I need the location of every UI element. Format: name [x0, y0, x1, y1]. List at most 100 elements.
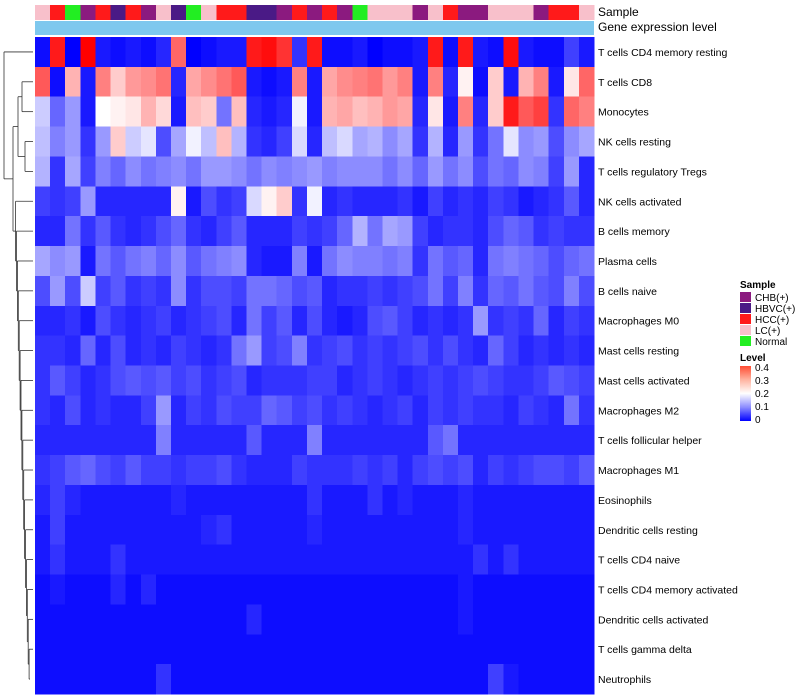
heatmap-cell [427, 126, 444, 157]
heatmap-cell [50, 634, 66, 665]
heatmap-cell [306, 216, 323, 247]
heatmap-cell [155, 484, 172, 516]
row-label: Macrophages M0 [598, 316, 679, 328]
sample-legend-label: CHB(+) [755, 293, 789, 304]
heatmap-cell [442, 365, 459, 396]
heatmap-cell [140, 455, 157, 486]
heatmap-cell [50, 395, 66, 426]
heatmap-cell [155, 574, 172, 605]
heatmap-cell [397, 96, 414, 127]
heatmap-cell [578, 455, 595, 486]
heatmap-cell [276, 484, 293, 516]
heatmap-cell [201, 246, 217, 277]
heatmap-cell [291, 395, 308, 426]
heatmap-cells [35, 37, 595, 695]
heatmap-cell [412, 96, 429, 127]
heatmap-cell [352, 126, 368, 157]
heatmap-cell [397, 126, 414, 157]
heatmap-cell [367, 66, 383, 98]
heatmap-cell [110, 335, 127, 366]
heatmap-cell [231, 216, 247, 247]
heatmap-cell [473, 574, 489, 605]
heatmap-cell [155, 604, 172, 635]
sample-legend-title: Sample [740, 280, 776, 291]
heatmap-cell [412, 275, 429, 307]
heatmap-cell [186, 634, 202, 665]
heatmap-cell [578, 574, 595, 605]
heatmap-cell [231, 365, 247, 396]
heatmap-cell [246, 66, 263, 98]
heatmap-cell [306, 96, 323, 127]
heatmap-cell [216, 275, 232, 307]
heatmap-cell [578, 335, 595, 366]
heatmap-cell [488, 96, 504, 127]
heatmap-cell [276, 66, 293, 98]
heatmap-cell [322, 425, 338, 456]
heatmap-cell [458, 365, 474, 396]
heatmap-cell [80, 216, 96, 247]
heatmap-cell [80, 664, 96, 695]
heatmap-cell [352, 604, 368, 635]
heatmap-cell [110, 664, 127, 695]
row-label: T cells CD4 memory activated [598, 584, 738, 596]
heatmap-cell [35, 484, 51, 516]
heatmap-cell [50, 96, 66, 127]
heatmap-cell [125, 96, 142, 127]
heatmap-cell [412, 514, 429, 546]
heatmap-cell [533, 335, 550, 366]
heatmap-cell [397, 664, 414, 695]
heatmap-cell [216, 37, 232, 68]
heatmap-cell [503, 96, 519, 127]
heatmap-cell [291, 634, 308, 665]
heatmap-cell [80, 604, 96, 635]
heatmap-cell [337, 395, 353, 426]
sample-annotation-cell [503, 5, 519, 20]
heatmap-cell [140, 664, 157, 695]
heatmap-cell [186, 484, 202, 516]
heatmap-cell [216, 305, 232, 337]
row-label: T cells CD4 memory resting [598, 47, 727, 59]
heatmap-cell [548, 275, 565, 307]
heatmap-cell [427, 66, 444, 98]
heatmap-cell [458, 335, 474, 366]
heatmap-cell [35, 305, 51, 337]
sample-annotation-cell [186, 5, 202, 20]
heatmap-cell [578, 305, 595, 337]
heatmap-cell [261, 484, 278, 516]
heatmap-cell [95, 216, 111, 247]
heatmap-cell [503, 574, 519, 605]
heatmap-cell [488, 126, 504, 157]
heatmap-cell [170, 395, 187, 426]
heatmap-cell [261, 544, 278, 575]
heatmap-cell [231, 455, 247, 486]
heatmap-cell [35, 335, 51, 366]
heatmap-cell [170, 664, 187, 695]
heatmap-cell [337, 544, 353, 575]
heatmap-cell [533, 156, 550, 187]
heatmap-cell [473, 395, 489, 426]
heatmap-cell [140, 365, 157, 396]
heatmap-cell [65, 126, 81, 157]
heatmap-cell [518, 216, 534, 247]
heatmap-cell [35, 156, 51, 187]
heatmap-cell [397, 186, 414, 217]
heatmap-cell [458, 425, 474, 456]
heatmap-cell [397, 335, 414, 366]
heatmap-cell [397, 365, 414, 396]
heatmap-cell [458, 305, 474, 337]
heatmap-cell [337, 664, 353, 695]
heatmap-cell [186, 275, 202, 307]
heatmap-cell [382, 634, 398, 665]
heatmap-cell [201, 604, 217, 635]
heatmap-cell [518, 305, 534, 337]
heatmap-cell [533, 604, 550, 635]
heatmap-cell [186, 246, 202, 277]
heatmap-cell [65, 365, 81, 396]
heatmap-cell [80, 156, 96, 187]
heatmap-cell [488, 514, 504, 546]
heatmap-cell [80, 574, 96, 605]
heatmap-cell [216, 455, 232, 486]
heatmap-cell [518, 37, 534, 68]
heatmap-cell [155, 275, 172, 307]
level-legend-tick: 0.4 [755, 363, 769, 374]
